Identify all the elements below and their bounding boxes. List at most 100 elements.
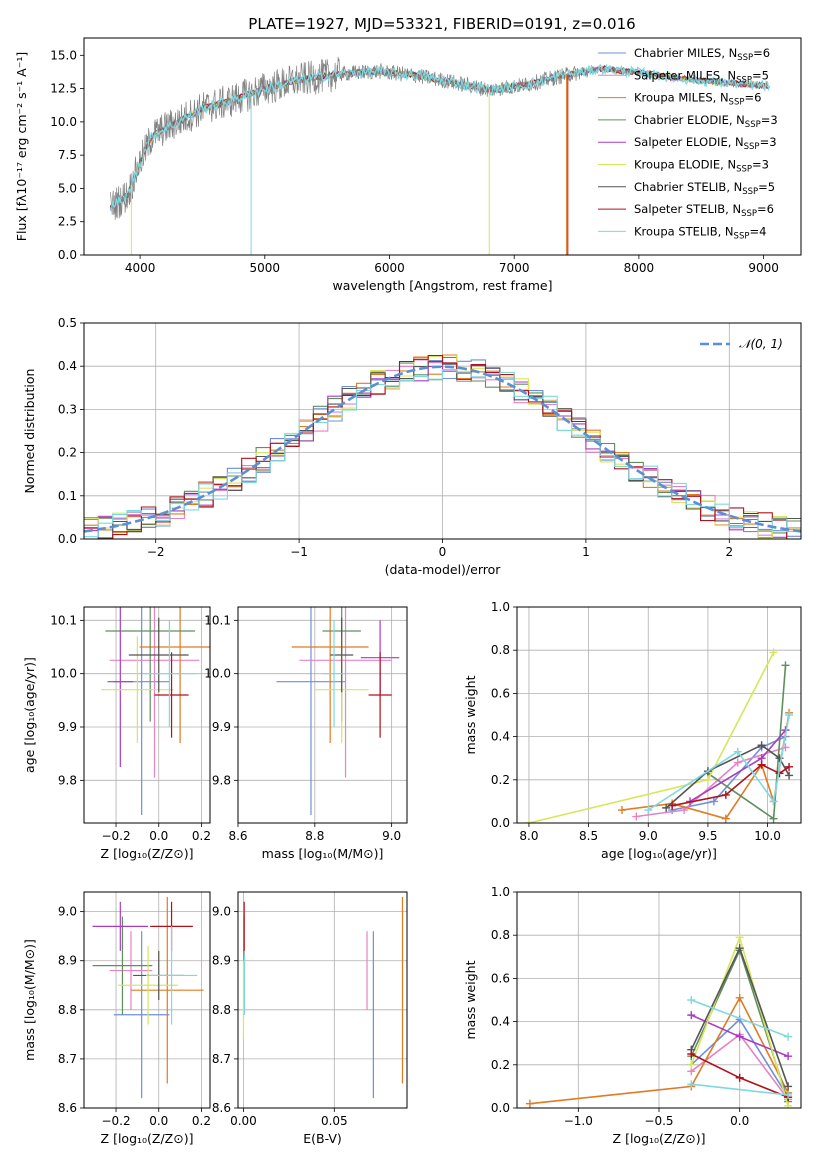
plot-area: [525, 933, 793, 1108]
plot-area: [84, 354, 801, 539]
weight-marker: [644, 806, 653, 815]
legend: Chabrier MILES, NSSP=6 Salpeter MILES, NS…: [598, 46, 778, 241]
y-tick-label: 8.7: [58, 1052, 77, 1066]
x-tick-label: 2: [725, 545, 733, 559]
weight-marker: [632, 812, 641, 821]
weight-marker: [735, 1073, 744, 1082]
weight-marker: [785, 711, 794, 719]
weight-marker: [662, 803, 671, 812]
axes-frame: [237, 606, 408, 824]
y-tick-label: 0.8: [491, 643, 510, 657]
y-tick-label: 8.9: [58, 954, 77, 968]
weight-marker: [735, 933, 744, 942]
weight-marker: [784, 1101, 793, 1108]
x-tick-label: 6000: [374, 261, 405, 275]
weight-marker: [721, 814, 730, 823]
weight-marker: [733, 758, 742, 767]
mass-weight-vs-metallicity-panel: −1.0 −0.5 0.0 0.0 0.2 0.4 0.6 0.8 1.0 Z [log₁₀(Z/…: [463, 885, 802, 1146]
axes-frame: [516, 891, 802, 1109]
weight-marker: [735, 944, 744, 953]
weight-marker: [687, 1060, 696, 1069]
x-tick-label: −2: [147, 545, 165, 559]
y-tick-label: 9.9: [212, 720, 231, 734]
x-tick-label: 0.0: [730, 1114, 749, 1128]
legend-entry: Salpeter STELIB, NSSP=6: [634, 202, 774, 219]
axes-frame: [83, 891, 211, 1109]
legend-entry: Salpeter MILES, NSSP=5: [634, 68, 769, 85]
y-tick-label: 0.2: [491, 773, 510, 787]
plot-area: [524, 648, 794, 823]
y-tick-label: 0.4: [491, 1015, 510, 1029]
x-tick-label: 10.0: [754, 829, 781, 843]
y-axis-label: mass weight: [463, 675, 478, 754]
y-tick-label: 10.0: [50, 115, 77, 129]
y-tick-label: 5.0: [58, 181, 77, 195]
age-vs-mass-panel: 8.6 8.8 9.0 9.8 9.9 10.0 10.1 mass [log₁₀(M/M⊙)…: [204, 606, 408, 861]
normal-reference-curve: [84, 365, 801, 533]
x-tick-label: 0: [439, 545, 447, 559]
x-tick-label: 8000: [624, 261, 655, 275]
spectrum-panel: 4000 5000 6000 7000 8000 9000 0.0 2.5 5.0 7.5 10.0…: [14, 37, 802, 293]
x-tick-label: −0.5: [644, 1114, 673, 1128]
legend-entry: Chabrier STELIB, NSSP=5: [634, 180, 775, 197]
x-tick-label: −1: [290, 545, 308, 559]
plot-area: [92, 896, 204, 1099]
weight-marker: [687, 1080, 696, 1089]
histogram-step: [84, 354, 801, 539]
x-axis-label: Z [log₁₀(Z/Z⊙)]: [101, 846, 194, 861]
y-axis-label: mass [log₁₀(M/M⊙)]: [22, 939, 37, 1061]
y-axis-label: mass weight: [463, 960, 478, 1039]
x-axis-label: mass [log₁₀(M/M⊙)]: [262, 846, 384, 861]
x-axis-label: Z [log₁₀(Z/Z⊙)]: [613, 1131, 706, 1146]
y-tick-label: 0.6: [491, 686, 510, 700]
x-tick-label: 8.5: [579, 829, 598, 843]
y-tick-label: 0.0: [58, 248, 77, 262]
weight-marker: [735, 1032, 744, 1041]
histogram-step: [84, 369, 801, 538]
weight-marker: [781, 661, 790, 670]
y-tick-label: 9.0: [58, 905, 77, 919]
x-tick-label: 0.0: [149, 829, 168, 843]
legend-entry: 𝒩(0, 1): [739, 337, 783, 351]
mass-vs-metallicity-panel: −0.2 0.0 0.2 8.6 8.7 8.8 8.9 9.0 Z [log₁₀(Z/Z⊙)]…: [22, 891, 211, 1146]
y-tick-label: 12.5: [50, 82, 77, 96]
weight-marker: [618, 806, 627, 815]
plot-area: [101, 607, 210, 815]
x-tick-label: 5000: [250, 261, 281, 275]
weight-marker: [757, 760, 766, 769]
y-tick-label: 8.8: [58, 1003, 77, 1017]
weight-line: [529, 996, 789, 1105]
y-tick-label: 9.9: [58, 720, 77, 734]
weight-marker: [735, 993, 744, 1002]
weight-marker: [687, 1050, 696, 1058]
y-tick-label: 10.0: [50, 667, 77, 681]
y-tick-label: 8.8: [212, 1003, 231, 1017]
axes-frame: [237, 891, 408, 1109]
weight-marker: [687, 996, 696, 1004]
axes-frame: [83, 322, 802, 540]
x-tick-label: 8.0: [519, 829, 538, 843]
y-tick-label: 0.3: [58, 402, 77, 416]
mass-vs-extinction-panel: 0.00 0.05 8.6 8.7 8.8 8.9 9.0 E(B-V): [212, 891, 408, 1146]
weight-marker: [721, 790, 730, 799]
weight-marker: [785, 762, 794, 771]
x-axis-label: age [log₁₀(age/yr)]: [601, 846, 717, 861]
legend-entry: Salpeter ELODIE, NSSP=3: [634, 135, 777, 152]
x-tick-label: 7000: [499, 261, 530, 275]
weight-marker: [524, 819, 533, 823]
weight-marker: [668, 801, 677, 810]
weight-marker: [733, 747, 742, 756]
weight-marker: [784, 1082, 793, 1091]
weight-marker: [784, 1032, 793, 1041]
y-tick-label: 10.1: [50, 613, 77, 627]
weight-marker: [769, 814, 778, 823]
y-tick-label: 15.0: [50, 48, 77, 62]
histogram-step: [84, 364, 801, 539]
weight-marker: [775, 754, 784, 763]
figure-title: PLATE=1927, MJD=53321, FIBERID=0191, z=0…: [248, 15, 635, 33]
plot-area: [109, 56, 771, 255]
x-tick-label: −0.2: [101, 1114, 130, 1128]
y-tick-label: 0.4: [491, 730, 510, 744]
y-tick-label: 0.0: [58, 532, 77, 546]
